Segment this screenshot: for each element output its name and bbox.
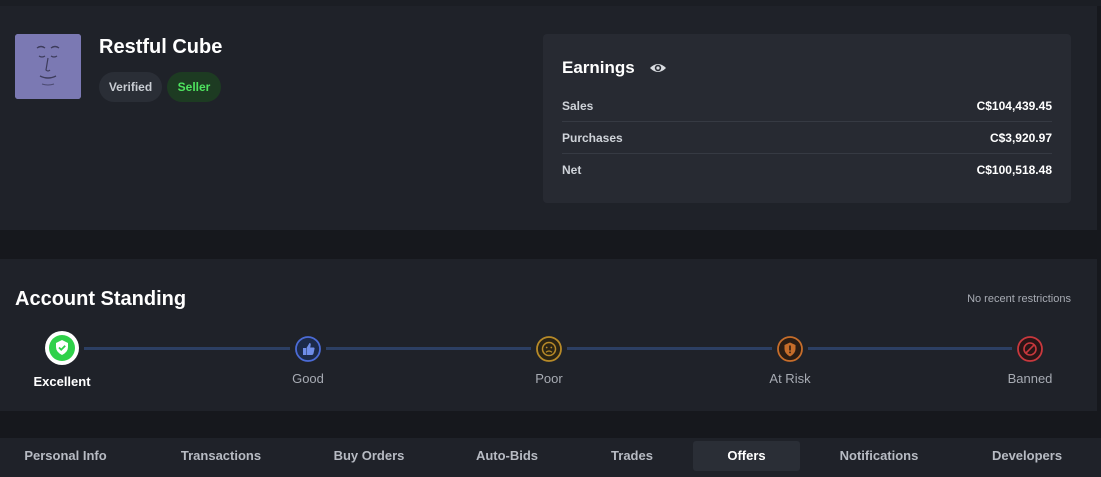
profile-card: Restful Cube Verified Seller Earnings Sa… [0,6,1097,230]
tab-transactions[interactable]: Transactions [180,448,262,463]
standing-label-poor: Poor [535,371,563,386]
profile-tabs: Personal Info Transactions Buy Orders Au… [0,438,1101,477]
thumbs-up-icon [295,336,321,362]
earnings-title: Earnings [562,58,635,77]
standing-label-good: Good [292,371,324,386]
tab-notifications[interactable]: Notifications [839,448,919,463]
earnings-label: Net [562,163,582,177]
standing-track [567,347,772,350]
tab-developers[interactable]: Developers [991,448,1063,463]
seller-badge: Seller [167,72,221,102]
earnings-row-purchases: Purchases C$3,920.97 [562,122,1052,154]
earnings-label: Sales [562,99,594,113]
earnings-value: C$3,920.97 [989,131,1052,145]
earnings-value: C$104,439.45 [976,99,1052,113]
top-strip [0,0,1101,6]
check-shield-icon [45,331,79,365]
standing-label-at-risk: At Risk [769,371,811,386]
tab-personal-info[interactable]: Personal Info [24,448,107,463]
standing-track [326,347,531,350]
earnings-row-net: Net C$100,518.48 [562,154,1052,186]
account-standing-card: Account Standing No recent restrictions … [0,259,1097,411]
verified-badge: Verified [99,72,162,102]
tab-auto-bids[interactable]: Auto-Bids [475,448,539,463]
earnings-value: C$100,518.48 [976,163,1052,177]
avatar-face-icon [15,34,81,99]
standing-track [808,347,1012,350]
eye-icon[interactable] [649,61,667,75]
avatar[interactable] [15,34,81,99]
earnings-panel: Earnings Sales C$104,439.45 Purchases C$… [543,34,1071,203]
tab-trades[interactable]: Trades [611,448,653,463]
sad-face-icon [536,336,562,362]
warning-shield-icon [777,336,803,362]
earnings-row-sales: Sales C$104,439.45 [562,90,1052,122]
username: Restful Cube [99,36,223,58]
standing-label-excellent: Excellent [33,374,91,389]
restrictions-status: No recent restrictions [967,293,1071,305]
standing-track [84,347,290,350]
standing-label-banned: Banned [1007,371,1053,386]
ban-icon [1017,336,1043,362]
tab-buy-orders[interactable]: Buy Orders [333,448,405,463]
standing-title: Account Standing [15,288,187,310]
tab-offers[interactable]: Offers [693,441,800,471]
earnings-label: Purchases [562,131,623,145]
